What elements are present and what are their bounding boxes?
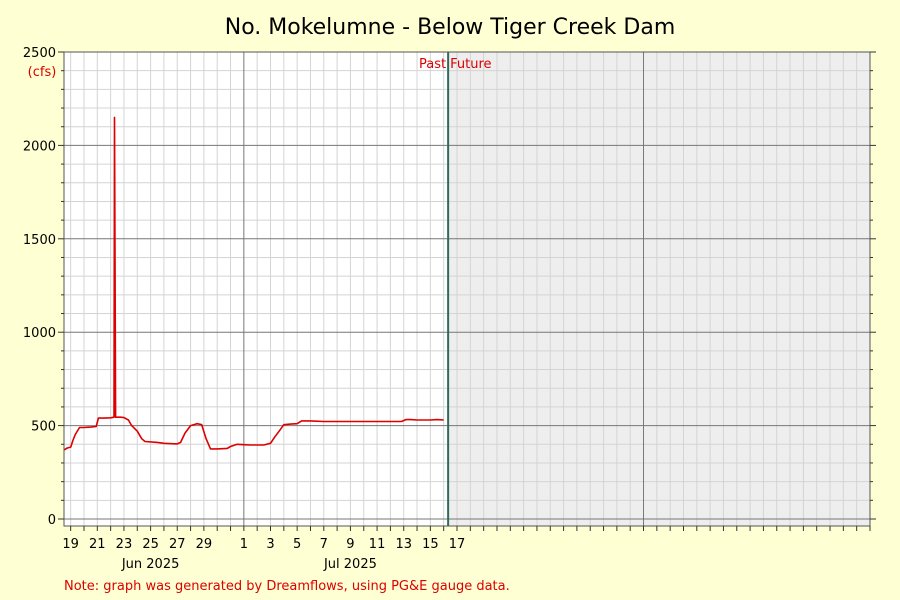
x-tick-label: 21 <box>89 537 106 552</box>
y-tick-label: 2000 <box>23 139 56 154</box>
x-tick-label: 25 <box>142 537 159 552</box>
month-label: Jul 2025 <box>323 557 377 572</box>
y-tick-label: 2500 <box>23 46 56 61</box>
minor-gridlines <box>64 52 871 526</box>
x-tick-label: 15 <box>422 537 439 552</box>
plot-frame <box>63 51 871 527</box>
x-tick-label: 19 <box>62 537 79 552</box>
x-tick-label: 17 <box>449 537 466 552</box>
x-tick-label: 7 <box>320 537 328 552</box>
y-tick-label: 500 <box>31 420 56 435</box>
x-tick-label: 29 <box>196 537 213 552</box>
y-axis-label: (cfs) <box>28 65 57 80</box>
x-tick-label: 23 <box>116 537 133 552</box>
y-tick-label: 0 <box>48 513 56 528</box>
x-tick-label: 1 <box>240 537 248 552</box>
x-tick-label: 11 <box>369 537 386 552</box>
x-tick-label: 27 <box>169 537 186 552</box>
series-layer <box>63 116 444 451</box>
chart-title: No. Mokelumne - Below Tiger Creek Dam <box>225 15 676 40</box>
past-label: Past <box>419 57 446 72</box>
y-tick-label: 1500 <box>23 233 56 248</box>
footnote: Note: graph was generated by Dreamflows,… <box>64 579 510 594</box>
month-label: Jun 2025 <box>121 557 180 572</box>
flow-series-line <box>63 116 444 451</box>
x-tick-label: 13 <box>395 537 412 552</box>
future-label: Future <box>450 57 491 72</box>
y-tick-label: 1000 <box>23 326 56 341</box>
future-region <box>448 52 870 526</box>
x-tick-label: 5 <box>293 537 301 552</box>
x-tick-label: 9 <box>346 537 354 552</box>
x-tick-label: 3 <box>266 537 274 552</box>
